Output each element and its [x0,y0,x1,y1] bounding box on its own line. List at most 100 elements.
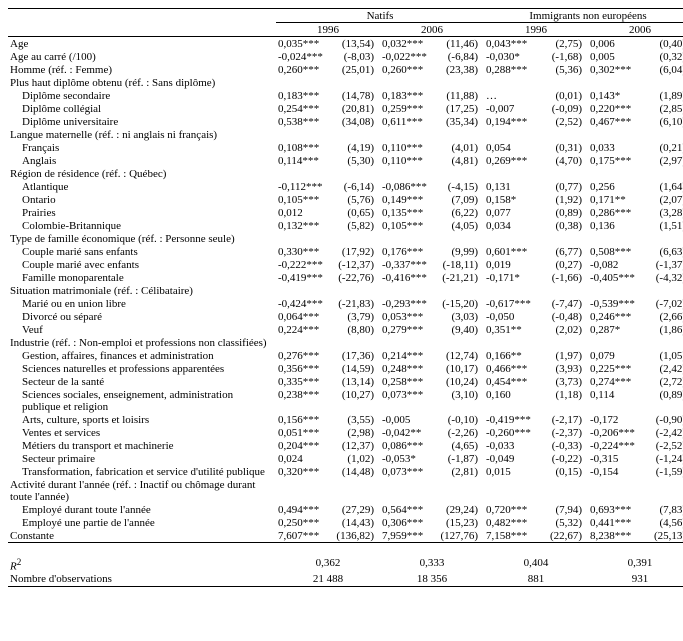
coef-cell [380,478,438,503]
table-row: Famille monoparentale-0,419***(-22,76)-0… [8,271,683,284]
table-row: Langue maternelle (réf. : ni anglais ni … [8,128,683,141]
table-row: Age0,035***(13,54)0,032***(11,46)0,043**… [8,37,683,51]
coef-cell: 0,183*** [380,89,438,102]
coef-cell: -0,030* [484,50,542,63]
tstat-cell: (2,75) [542,37,588,51]
tstat-cell: (12,37) [334,439,380,452]
tstat-cell [334,284,380,297]
tstat-cell: (-0,09) [542,102,588,115]
coef-cell: 0,136 [588,219,646,232]
tstat-cell: (0,89) [646,388,683,413]
row-label: Couple marié avec enfants [8,258,276,271]
tstat-cell [542,284,588,297]
row-label: Ventes et services [8,426,276,439]
row-label: Situation matrimoniale (réf. : Célibatai… [8,284,276,297]
table-header: Natifs Immigrants non européens 1996 200… [8,9,683,37]
coef-cell: 0,276*** [276,349,334,362]
row-label: Région de résidence (réf. : Québec) [8,167,276,180]
tstat-cell: (3,73) [542,375,588,388]
tstat-cell: (20,81) [334,102,380,115]
tstat-cell: (35,34) [438,115,484,128]
tstat-cell: (-2,42) [646,426,683,439]
coef-cell: -0,172 [588,413,646,426]
row-label: Type de famille économique (réf. : Perso… [8,232,276,245]
row-label: Age au carré (/100) [8,50,276,63]
table-row: Employé une partie de l'année0,250***(14… [8,516,683,529]
tstat-cell: (5,76) [334,193,380,206]
table-row: Diplôme universitaire0,538***(34,08)0,61… [8,115,683,128]
tstat-cell: (-6,14) [334,180,380,193]
table-row: Type de famille économique (réf. : Perso… [8,232,683,245]
tstat-cell: (4,81) [438,154,484,167]
tstat-cell: (23,38) [438,63,484,76]
tstat-cell: (13,54) [334,37,380,51]
coef-cell [380,336,438,349]
coef-cell: 0,214*** [380,349,438,362]
tstat-cell: (3,28) [646,206,683,219]
tstat-cell: (-7,02) [646,297,683,310]
coef-cell: 0,194*** [484,115,542,128]
tstat-cell: (2,97) [646,154,683,167]
tstat-cell [334,76,380,89]
tstat-cell: (1,64) [646,180,683,193]
row-label: Transformation, fabrication et service d… [8,465,276,478]
coef-cell: 0,508*** [588,245,646,258]
tstat-cell [334,128,380,141]
tstat-cell: (2,07) [646,193,683,206]
tstat-cell: (1,02) [334,452,380,465]
tstat-cell [542,232,588,245]
tstat-cell: (12,74) [438,349,484,362]
tstat-cell [438,128,484,141]
table-row: Couple marié sans enfants0,330***(17,92)… [8,245,683,258]
row-label: Ontario [8,193,276,206]
coef-cell: -0,419*** [484,413,542,426]
tstat-cell: (-0,48) [542,310,588,323]
tstat-cell: (0,65) [334,206,380,219]
coef-cell: 0,611*** [380,115,438,128]
coef-cell: 0,073*** [380,465,438,478]
coef-cell [588,128,646,141]
coef-cell: -0,315 [588,452,646,465]
table-row: Colombie-Britannique0,132***(5,82)0,105*… [8,219,683,232]
tstat-cell: (0,31) [542,141,588,154]
coef-cell: -0,042** [380,426,438,439]
coef-cell [380,128,438,141]
row-label: R2 [8,556,276,573]
coef-cell: -0,022*** [380,50,438,63]
header-year: 1996 [276,23,380,37]
header-year: 2006 [588,23,683,37]
coef-cell: 0,720*** [484,503,542,516]
tstat-cell: (6,63) [646,245,683,258]
coef-cell: 0,015 [484,465,542,478]
coef-cell: -0,082 [588,258,646,271]
coef-cell: 0,110*** [380,154,438,167]
coef-cell: 0,183*** [276,89,334,102]
tstat-cell: (9,99) [438,245,484,258]
coef-cell: -0,293*** [380,297,438,310]
coef-cell: 0,108*** [276,141,334,154]
coef-cell: 0,601*** [484,245,542,258]
tstat-cell: (15,23) [438,516,484,529]
tstat-cell: (-18,11) [438,258,484,271]
tstat-cell: (2,98) [334,426,380,439]
coef-cell: -0,112*** [276,180,334,193]
tstat-cell [334,232,380,245]
row-label: Plus haut diplôme obtenu (réf. : Sans di… [8,76,276,89]
header-group-immigrants: Immigrants non européens [484,9,683,23]
tstat-cell: (-22,76) [334,271,380,284]
tstat-cell: (14,78) [334,89,380,102]
coef-cell: 0,114 [588,388,646,413]
tstat-cell: (2,85) [646,102,683,115]
row-label: Veuf [8,323,276,336]
coef-cell: … [484,89,542,102]
coef-cell: 0,335*** [276,375,334,388]
coef-cell: 0,260*** [276,63,334,76]
tstat-cell: (5,30) [334,154,380,167]
coef-cell: 0,156*** [276,413,334,426]
tstat-cell: (25,13) [646,529,683,543]
stat-cell: 0,391 [588,556,683,573]
row-label: Age [8,37,276,51]
tstat-cell: (11,46) [438,37,484,51]
coef-cell: 0,246*** [588,310,646,323]
coef-cell: -0,224*** [588,439,646,452]
